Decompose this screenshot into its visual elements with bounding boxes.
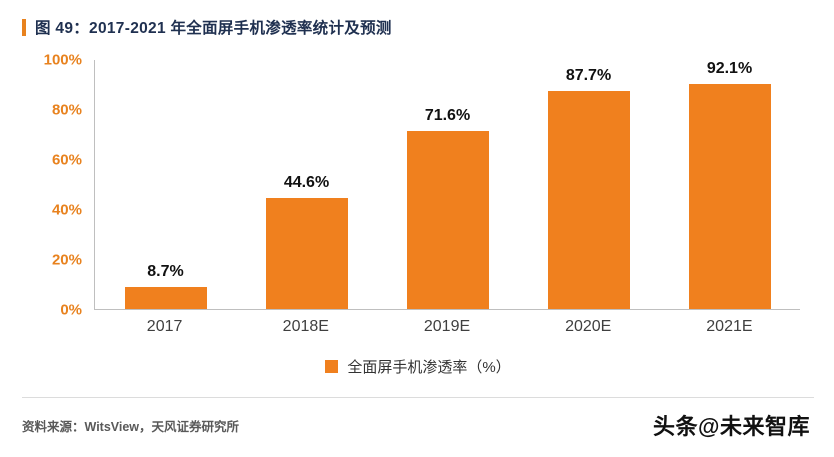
footer-divider <box>22 397 814 398</box>
bar-group: 44.6% <box>236 60 377 309</box>
bar-chart: 100% 80% 60% 40% 20% 0% 8.7% 44.6% 71.6% 87.7% 92… <box>22 52 814 336</box>
bar-value-label: 87.7% <box>565 66 612 84</box>
title-accent-bar <box>22 18 26 36</box>
y-tick-label: 60% <box>51 151 82 169</box>
x-axis-label: 2021E <box>706 318 753 335</box>
bar-value-label: 92.1% <box>706 60 753 77</box>
bar <box>406 130 489 309</box>
figure-title-row: 图 49：2017-2021 年全面屏手机渗透率统计及预测 <box>22 16 814 38</box>
bar-value-label: 71.6% <box>424 106 471 124</box>
y-tick-label: 20% <box>51 251 82 269</box>
bar <box>265 197 348 309</box>
y-tick-label: 100% <box>43 51 82 69</box>
plot-area: 8.7% 44.6% 71.6% 87.7% 92.1% <box>94 60 800 310</box>
y-tick-label: 80% <box>51 101 82 119</box>
bar-group: 8.7% <box>95 60 236 309</box>
bar <box>547 90 630 309</box>
bar-group: 87.7% <box>518 60 659 309</box>
legend-label: 全面屏手机渗透率（%） <box>347 359 511 376</box>
bar-value-label: 8.7% <box>147 263 184 281</box>
plot-wrap: 8.7% 44.6% 71.6% 87.7% 92.1% 2017 2018E 2019E 2… <box>94 60 800 336</box>
bar-group: 92.1% <box>659 60 800 309</box>
x-axis-label: 2017 <box>146 318 183 335</box>
legend: 全面屏手机渗透率（%） <box>22 356 814 377</box>
bar <box>124 287 207 309</box>
bar-group: 71.6% <box>377 60 518 309</box>
x-axis-label: 2018E <box>282 318 329 335</box>
x-axis-labels: 2017 2018E 2019E 2020E 2021E <box>94 318 800 336</box>
legend-swatch <box>325 360 339 373</box>
y-tick-label: 0% <box>60 301 82 319</box>
figure-title: 图 49：2017-2021 年全面屏手机渗透率统计及预测 <box>35 20 392 37</box>
x-axis-label: 2019E <box>423 318 471 335</box>
source-text: 资料来源：WitsView，天风证券研究所 <box>22 419 240 434</box>
bar-value-label: 44.6% <box>283 173 330 191</box>
toutiao-watermark: 头条@未来智库 <box>653 414 810 439</box>
y-tick-label: 40% <box>51 201 82 219</box>
bar <box>688 84 771 309</box>
y-axis: 100% 80% 60% 40% 20% 0% <box>22 52 94 319</box>
footer: 资料来源：WitsView，天风证券研究所 头条@未来智库 <box>22 398 814 441</box>
x-axis-label: 2020E <box>565 318 612 335</box>
